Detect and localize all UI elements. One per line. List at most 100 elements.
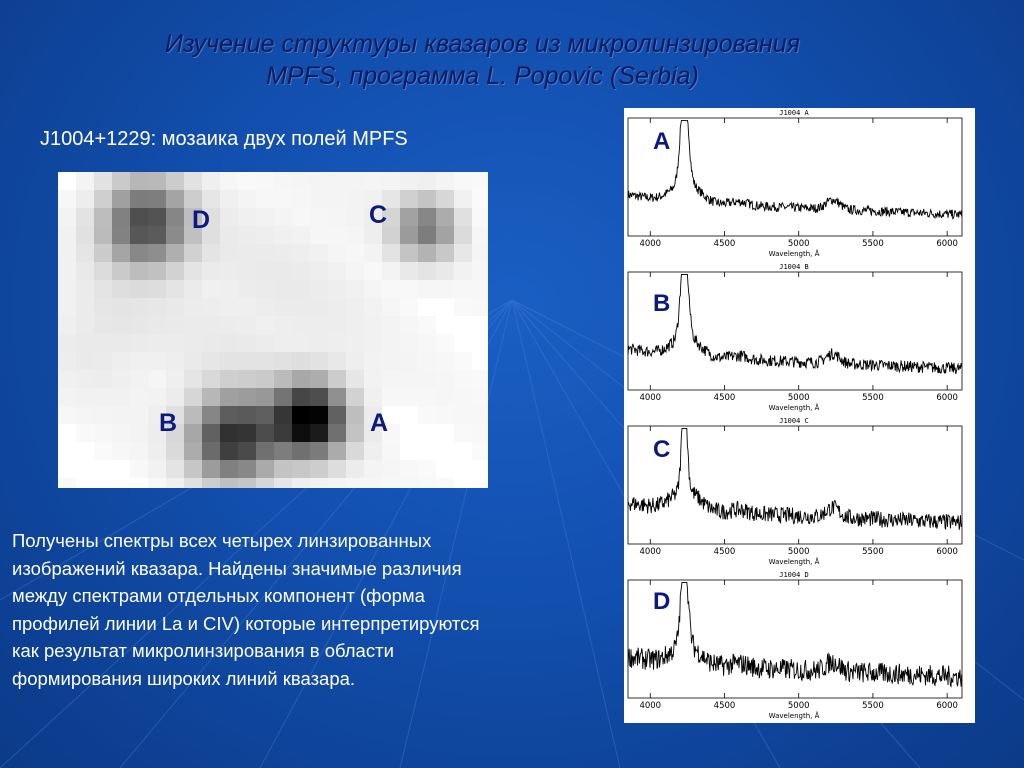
mosaic-pixel [238, 226, 256, 244]
mosaic-pixel [202, 280, 220, 298]
mosaic-pixel [256, 208, 274, 226]
spectrum-plot-b: J1004 B 4000 4500 5000 5500 6000 Wavelength, Å [627, 263, 963, 412]
spectrum-series-line [627, 119, 963, 220]
mosaic-pixel [346, 280, 364, 298]
mosaic-pixel [166, 460, 184, 478]
mosaic-pixel [274, 370, 292, 388]
mosaic-pixel [256, 478, 274, 488]
mosaic-pixel [166, 262, 184, 280]
spectrum-label-a: A [653, 128, 671, 155]
mosaic-pixel [310, 424, 328, 442]
mosaic-pixel [400, 352, 418, 370]
mosaic-pixel [346, 442, 364, 460]
mosaic-pixel [220, 280, 238, 298]
mosaic-pixel [454, 172, 472, 190]
mosaic-pixel [238, 280, 256, 298]
mosaic-pixel [166, 406, 184, 424]
mosaic-pixel [148, 190, 166, 208]
mosaic-pixel [238, 388, 256, 406]
spectrum-tick-label: 4500 [714, 547, 736, 557]
mosaic-pixel [256, 280, 274, 298]
mosaic-pixel [310, 388, 328, 406]
mosaic-pixel [238, 352, 256, 370]
mosaic-pixel [274, 208, 292, 226]
mosaic-pixel [310, 208, 328, 226]
mosaic-pixel [364, 298, 382, 316]
mosaic-pixel [166, 244, 184, 262]
mosaic-pixel [238, 460, 256, 478]
mosaic-pixel [94, 352, 112, 370]
mosaic-pixel [454, 244, 472, 262]
mosaic-image: D C B A [58, 172, 488, 488]
spectrum-plot-title: J1004 B [779, 263, 809, 271]
mosaic-pixel [76, 190, 94, 208]
mosaic-pixel [202, 334, 220, 352]
mosaic-pixel [112, 280, 130, 298]
mosaic-pixel [94, 424, 112, 442]
mosaic-pixel [346, 460, 364, 478]
mosaic-pixel [202, 424, 220, 442]
mosaic-pixel [328, 190, 346, 208]
mosaic-pixel [328, 460, 346, 478]
mosaic-pixel [220, 208, 238, 226]
spectrum-xlabel: Wavelength, Å [769, 711, 820, 720]
mosaic-pixel [328, 316, 346, 334]
mosaic-pixel [112, 208, 130, 226]
spectrum-series-line [627, 581, 963, 688]
mosaic-pixel [94, 406, 112, 424]
mosaic-pixel [112, 406, 130, 424]
mosaic-pixel [436, 190, 454, 208]
mosaic-pixel [130, 262, 148, 280]
mosaic-pixel [130, 424, 148, 442]
mosaic-pixel [94, 334, 112, 352]
mosaic-pixel [148, 208, 166, 226]
spectrum-plot-title: J1004 D [779, 571, 809, 579]
mosaic-pixel [292, 460, 310, 478]
mosaic-pixel [184, 352, 202, 370]
mosaic-pixel [238, 190, 256, 208]
mosaic-pixel [346, 370, 364, 388]
mosaic-pixel [454, 352, 472, 370]
mosaic-pixel [274, 280, 292, 298]
mosaic-pixel [184, 460, 202, 478]
mosaic-pixel [328, 172, 346, 190]
mosaic-pixel [292, 262, 310, 280]
description-line: Получены спектры всех четырех линзирован… [12, 530, 432, 551]
spectrum-frame [627, 117, 963, 237]
mosaic-pixel [94, 226, 112, 244]
mosaic-pixel [76, 406, 94, 424]
mosaic-pixel [436, 352, 454, 370]
mosaic-pixel [202, 388, 220, 406]
mosaic-pixel [58, 280, 76, 298]
mosaic-pixel [346, 334, 364, 352]
mosaic-pixel [148, 280, 166, 298]
mosaic-pixel [346, 316, 364, 334]
mosaic-pixel [166, 280, 184, 298]
mosaic-pixel [76, 280, 94, 298]
mosaic-pixel [148, 298, 166, 316]
mosaic-pixel [166, 370, 184, 388]
mosaic-pixel [292, 370, 310, 388]
mosaic-pixel [166, 478, 184, 488]
spectrum-xlabel: Wavelength, Å [769, 249, 820, 258]
mosaic-pixel [148, 478, 166, 488]
mosaic-pixel [274, 298, 292, 316]
mosaic-pixel [292, 352, 310, 370]
mosaic-pixel [400, 172, 418, 190]
mosaic-pixel [472, 388, 488, 406]
mosaic-pixel [166, 316, 184, 334]
mosaic-pixel [76, 208, 94, 226]
mosaic-pixel [256, 262, 274, 280]
mosaic-pixel [364, 280, 382, 298]
mosaic-pixel [292, 316, 310, 334]
mosaic-pixel [328, 226, 346, 244]
mosaic-pixel [238, 424, 256, 442]
mosaic-pixel [310, 172, 328, 190]
mosaic-pixel [454, 208, 472, 226]
spectrum-tick-label: 4500 [714, 239, 736, 249]
spectrum-frame [627, 425, 963, 545]
mosaic-pixel [436, 262, 454, 280]
mosaic-pixel [418, 478, 436, 488]
mosaic-pixel [382, 316, 400, 334]
spectrum-series-line [627, 273, 963, 375]
